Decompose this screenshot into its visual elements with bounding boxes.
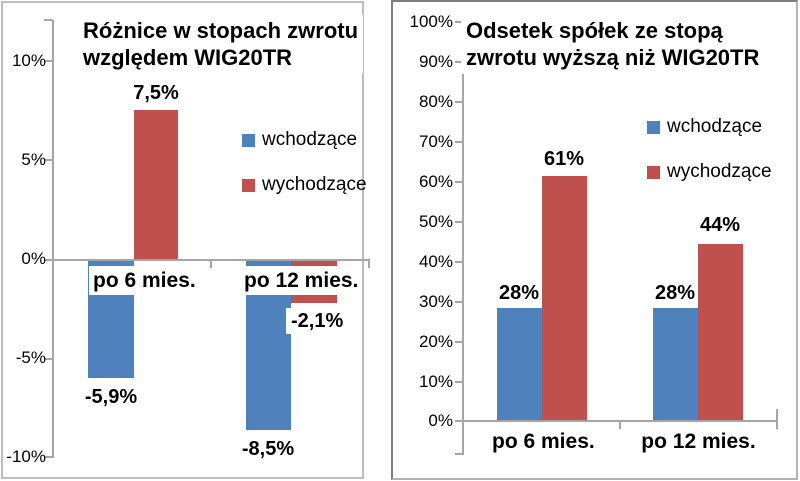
right-y-tick-20 [455,341,462,343]
bar-wychodzace-po-6-mies [134,110,178,259]
left-chart-title: Różnice w stopach zwrotu względem WIG20T… [78,14,364,74]
right-legend-item-wchodzace: wchodzące [647,117,762,137]
left-legend-item-wychodzace: wychodzące [242,175,367,195]
data-label-n8-5: -8,5% [241,438,295,460]
right-y-label-20: 20% [418,332,453,351]
left-y-label-n5: -5% [15,348,46,367]
right-y-label-90: 90% [418,52,453,71]
left-y-axis-line [52,20,54,458]
left-legend-label-wchodzace: wchodzące [262,129,358,150]
right-y-tick-60 [455,181,462,183]
data-label-61: 61% [543,148,585,170]
left-y-label-0: 0% [21,249,46,268]
left-y-tick-5 [44,159,52,161]
left-y-tick-n5 [44,358,52,360]
left-chart-title-line2: względem WIG20TR [83,45,293,70]
legend-swatch-red-icon [242,178,255,192]
right-y-tick-90 [455,61,462,63]
bar-wychodzace-po-12-mies-right [698,244,743,420]
right-legend-label-wchodzace: wchodzące [667,116,763,137]
right-y-tick-bottom [455,453,462,455]
left-y-tick-10 [44,60,52,62]
data-label-28-b: 28% [654,282,696,304]
right-legend-item-wychodzace: wychodzące [647,162,772,182]
bar-wychodzace-po-6-mies-right [542,176,587,420]
left-legend-item-wchodzace: wchodzące [242,130,357,150]
left-y-label-n10: -10% [6,447,46,466]
right-y-label-10: 10% [418,372,453,391]
right-legend-label-wychodzace: wychodzące [667,161,772,182]
right-y-label-70: 70% [418,132,453,151]
left-y-label-5: 5% [21,150,46,169]
right-y-label-80: 80% [418,92,453,111]
right-category-po-12-mies: po 12 mies. [641,430,756,453]
right-y-tick-0 [455,420,462,422]
right-y-tick-40 [455,261,462,263]
legend-swatch-red-icon [647,165,660,179]
left-category-po-12-mies: po 12 mies. [240,266,363,295]
data-label-n5-9: -5,9% [84,386,138,408]
right-y-label-50: 50% [418,212,453,231]
left-x-tick-end [368,259,370,268]
right-y-label-40: 40% [418,252,453,271]
right-y-tick-80 [455,101,462,103]
bar-wchodzace-po-12-mies-right [653,308,698,420]
right-y-label-100: 100% [409,12,453,31]
right-y-tick-100 [455,21,462,23]
left-y-tick-0 [44,259,52,261]
left-category-po-6-mies: po 6 mies. [89,266,200,295]
data-label-7-5: 7,5% [133,82,179,104]
data-label-28-a: 28% [498,282,540,304]
left-y-label-10: 10% [11,51,46,70]
left-y-tick-n10 [44,456,52,458]
data-label-44: 44% [699,214,741,236]
right-category-po-6-mies: po 6 mies. [492,430,595,453]
right-y-tick-30 [455,301,462,303]
right-chart-title-line1: Odsetek spółek ze stopą [466,18,723,43]
right-y-tick-70 [455,141,462,143]
right-y-label-0: 0% [428,411,453,430]
right-x-tick-end-up [776,409,778,420]
right-x-tick-mid [619,420,621,429]
right-y-label-30: 30% [418,292,453,311]
right-chart-title: Odsetek spółek ze stopą zwrotu wyższą ni… [461,14,765,74]
left-x-tick-mid [210,259,212,268]
left-chart-title-line1: Różnice w stopach zwrotu [83,18,359,43]
right-y-tick-10 [455,381,462,383]
left-y-tick-top [44,19,52,21]
right-chart-title-line2: zwrotu wyższą niż WIG20TR [466,45,760,70]
left-legend-label-wychodzace: wychodzące [262,174,367,195]
right-y-axis-line [462,21,464,455]
bar-wchodzace-po-6-mies-right [497,308,542,420]
right-x-tick-end [776,420,778,429]
right-y-tick-50 [455,221,462,223]
legend-swatch-blue-icon [242,133,255,147]
legend-swatch-blue-icon [647,120,660,134]
data-label-n2-1: -2,1% [286,308,349,334]
right-y-label-60: 60% [418,172,453,191]
left-chart-panel [1,1,364,479]
